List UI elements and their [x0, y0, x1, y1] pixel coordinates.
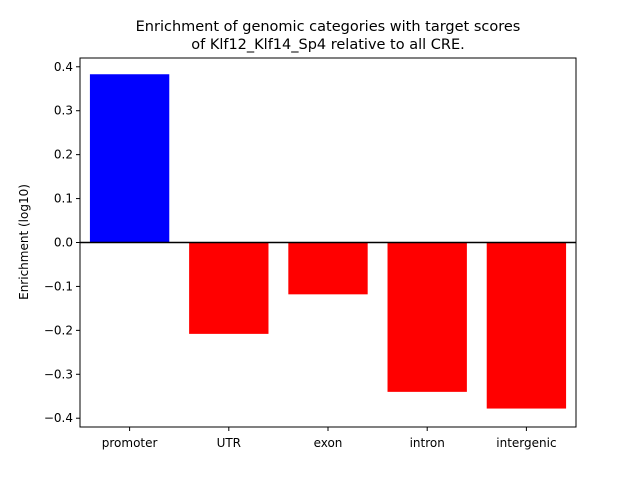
bar-intron [387, 242, 467, 392]
y-tick-label: 0.0 [54, 236, 73, 250]
x-tick-label: intron [410, 436, 445, 450]
chart-title-line-1: Enrichment of genomic categories with ta… [136, 19, 521, 35]
chart-title-line-2: of Klf12_Klf14_Sp4 relative to all CRE. [191, 37, 465, 53]
y-axis-label: Enrichment (log10) [17, 184, 31, 300]
y-tick-label: 0.3 [54, 104, 73, 118]
y-tick-label: 0.4 [54, 60, 73, 74]
bar-UTR [189, 242, 269, 334]
y-tick-label: −0.2 [44, 323, 73, 337]
x-tick-label: exon [314, 436, 343, 450]
y-tick-label: 0.2 [54, 148, 73, 162]
x-tick-label: UTR [217, 436, 241, 450]
bar-promoter [89, 74, 170, 243]
bar-group [89, 74, 567, 409]
bar-exon [288, 242, 368, 295]
y-tick-label: −0.1 [44, 279, 73, 293]
y-tick-label: 0.1 [54, 192, 73, 206]
x-tick-label: promoter [102, 436, 158, 450]
bar-intergenic [486, 242, 567, 409]
y-tick-label: −0.4 [44, 411, 73, 425]
x-tick-label: intergenic [496, 436, 556, 450]
y-tick-label: −0.3 [44, 367, 73, 381]
y-axis: −0.4 −0.3 −0.2 −0.1 0.0 0.1 0.2 0.3 0.4 [44, 60, 80, 425]
x-axis: promoter UTR exon intron intergenic [102, 427, 557, 450]
